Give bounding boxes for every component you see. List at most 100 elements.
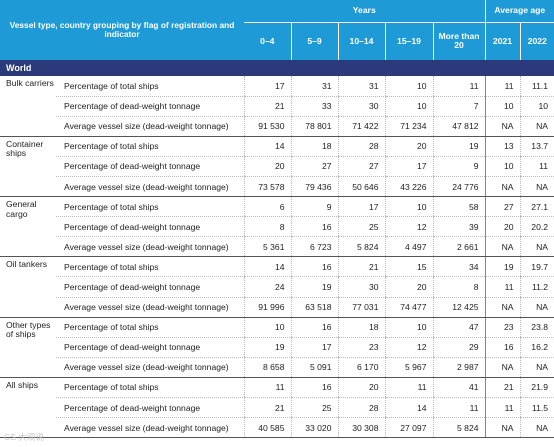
year-value-cell: 74 477 — [384, 297, 433, 318]
year-value-cell: 30 — [337, 276, 385, 298]
year-value-cell: 58 — [432, 196, 486, 218]
average-age-cell: NA — [519, 297, 554, 318]
year-value-cell: 10 — [384, 196, 433, 218]
indicator-label: Percentage of total ships — [56, 317, 244, 338]
year-value-cell: 18 — [290, 136, 338, 157]
vessel-type-label: Container ships — [0, 136, 56, 198]
average-age-cell: 11 — [484, 276, 521, 298]
year-value-cell: 19 — [432, 136, 486, 157]
header-vessel-type: Vessel type, country grouping by flag of… — [0, 0, 244, 60]
year-value-cell: 9 — [290, 196, 338, 218]
year-value-cell: 28 — [337, 136, 385, 157]
year-value-cell: 27 097 — [384, 417, 433, 439]
year-value-cell: 11 — [384, 377, 433, 399]
section-label: World — [0, 60, 554, 76]
year-value-cell: 31 — [337, 76, 385, 97]
average-age-cell: NA — [484, 176, 521, 198]
year-value-cell: 5 091 — [290, 357, 338, 378]
year-value-cell: 24 — [243, 276, 291, 298]
year-value-cell: 4 497 — [384, 236, 433, 258]
average-age-cell: 11 — [519, 156, 554, 177]
year-value-cell: 15 — [384, 256, 433, 278]
average-age-cell: 20.2 — [519, 216, 554, 238]
year-value-cell: 71 422 — [337, 116, 385, 137]
average-age-cell: 11.2 — [519, 276, 554, 298]
average-age-cell: 19.7 — [519, 256, 554, 278]
average-age-cell: NA — [519, 357, 554, 378]
average-age-cell: 23 — [484, 317, 521, 338]
year-value-cell: 28 — [337, 397, 385, 419]
indicator-label: Average vessel size (dead-weight tonnage… — [56, 417, 244, 439]
header-row-1: Vessel type, country grouping by flag of… — [0, 0, 554, 60]
indicator-label: Percentage of dead-weight tonnage — [56, 337, 244, 358]
average-age-cell: 10 — [484, 156, 521, 177]
indicator-label: Percentage of dead-weight tonnage — [56, 156, 244, 177]
header-average-age: Average age — [484, 0, 554, 23]
average-age-cell: 13 — [484, 136, 521, 157]
indicator-label: Percentage of total ships — [56, 76, 244, 97]
year-value-cell: 31 — [290, 76, 338, 97]
year-value-cell: 12 — [384, 337, 433, 358]
year-value-cell: 34 — [432, 256, 486, 278]
year-value-cell: 50 646 — [337, 176, 385, 198]
indicator-label: Percentage of total ships — [56, 377, 244, 399]
table-row: Oil tankers Percentage of total ships 14 16… — [0, 256, 554, 318]
table-row: Average vessel size (dead-weight tonnage… — [0, 417, 554, 439]
year-value-cell: 8 658 — [243, 357, 291, 378]
year-value-cell: 39 — [432, 216, 486, 238]
table-row: Other types of ships Percentage of total … — [0, 317, 554, 378]
table-row: Average vessel size (dead-weight tonnage… — [0, 297, 554, 318]
year-value-cell: 2 987 — [432, 357, 486, 378]
average-age-cell: 27 — [484, 196, 521, 218]
indicator-label: Percentage of dead-weight tonnage — [56, 216, 244, 238]
year-value-cell: 11 — [432, 76, 486, 97]
header-avg-col: 2021 — [484, 22, 521, 60]
year-value-cell: 79 436 — [290, 176, 338, 198]
average-age-cell: 16.2 — [519, 337, 554, 358]
year-value-cell: 21 — [243, 397, 291, 419]
year-value-cell: 20 — [337, 377, 385, 399]
year-value-cell: 7 — [432, 96, 486, 117]
year-value-cell: 24 776 — [432, 176, 486, 198]
year-value-cell: 2 661 — [432, 236, 486, 258]
indicator-label: Percentage of dead-weight tonnage — [56, 96, 244, 117]
year-value-cell: 11 — [432, 397, 486, 419]
year-value-cell: 33 020 — [290, 417, 338, 439]
header-year-col: 5–9 — [290, 22, 338, 60]
year-value-cell: 25 — [290, 397, 338, 419]
header-year-col: 0–4 — [244, 22, 291, 60]
year-value-cell: 21 — [337, 256, 385, 278]
header-avg-col: 2022 — [519, 22, 554, 60]
year-value-cell: 47 812 — [432, 116, 486, 137]
average-age-cell: NA — [519, 116, 554, 137]
average-age-cell: NA — [484, 417, 521, 439]
year-value-cell: 8 — [243, 216, 291, 238]
header-year-col: 10–14 — [337, 22, 385, 60]
year-value-cell: 41 — [432, 377, 486, 399]
year-value-cell: 10 — [384, 317, 433, 338]
year-value-cell: 10 — [243, 317, 291, 338]
year-value-cell: 91 996 — [243, 297, 291, 318]
year-value-cell: 12 — [384, 216, 433, 238]
indicator-label: Percentage of dead-weight tonnage — [56, 397, 244, 419]
table-row: Average vessel size (dead-weight tonnage… — [0, 236, 554, 258]
average-age-cell: 11 — [484, 76, 521, 97]
year-value-cell: 12 425 — [432, 297, 486, 318]
header-year-col: 15–19 — [384, 22, 433, 60]
year-value-cell: 30 308 — [337, 417, 385, 439]
indicator-label: Average vessel size (dead-weight tonnage… — [56, 357, 244, 378]
year-value-cell: 73 578 — [243, 176, 291, 198]
year-value-cell: 77 031 — [337, 297, 385, 318]
indicator-label: Average vessel size (dead-weight tonnage… — [56, 116, 244, 137]
section-row-world: World — [0, 60, 554, 76]
year-value-cell: 25 — [337, 216, 385, 238]
average-age-cell: 11.1 — [519, 76, 554, 97]
average-age-cell: 27.1 — [519, 196, 554, 218]
year-value-cell: 29 — [432, 337, 486, 358]
vessel-type-label: All ships — [0, 377, 56, 439]
year-value-cell: 8 — [432, 276, 486, 298]
year-value-cell: 40 585 — [243, 417, 291, 439]
table-row: Bulk carriers Percentage of total ships 17… — [0, 76, 554, 137]
table-row: Container ships Percentage of total ships… — [0, 136, 554, 198]
year-value-cell: 21 — [243, 96, 291, 117]
